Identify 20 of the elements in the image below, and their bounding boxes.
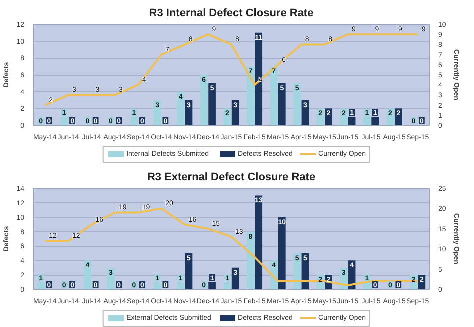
bar (316, 108, 324, 126)
bar (255, 32, 263, 126)
bar (294, 253, 301, 290)
bar (255, 196, 263, 290)
bar (278, 217, 286, 290)
bar (177, 92, 185, 126)
bar (84, 260, 92, 290)
bar (394, 108, 402, 126)
bar (208, 83, 216, 126)
chart-title: R3 External Defect Closure Rate (147, 172, 316, 184)
bar (340, 108, 348, 126)
bar (200, 75, 208, 126)
line-series (44, 34, 419, 106)
bar (247, 232, 254, 290)
bar (294, 83, 301, 126)
bar (278, 83, 286, 126)
bar (247, 66, 254, 126)
bar (270, 66, 278, 126)
chart-title: R3 Internal Defect Closure Rate (149, 8, 314, 20)
bar (325, 108, 332, 126)
